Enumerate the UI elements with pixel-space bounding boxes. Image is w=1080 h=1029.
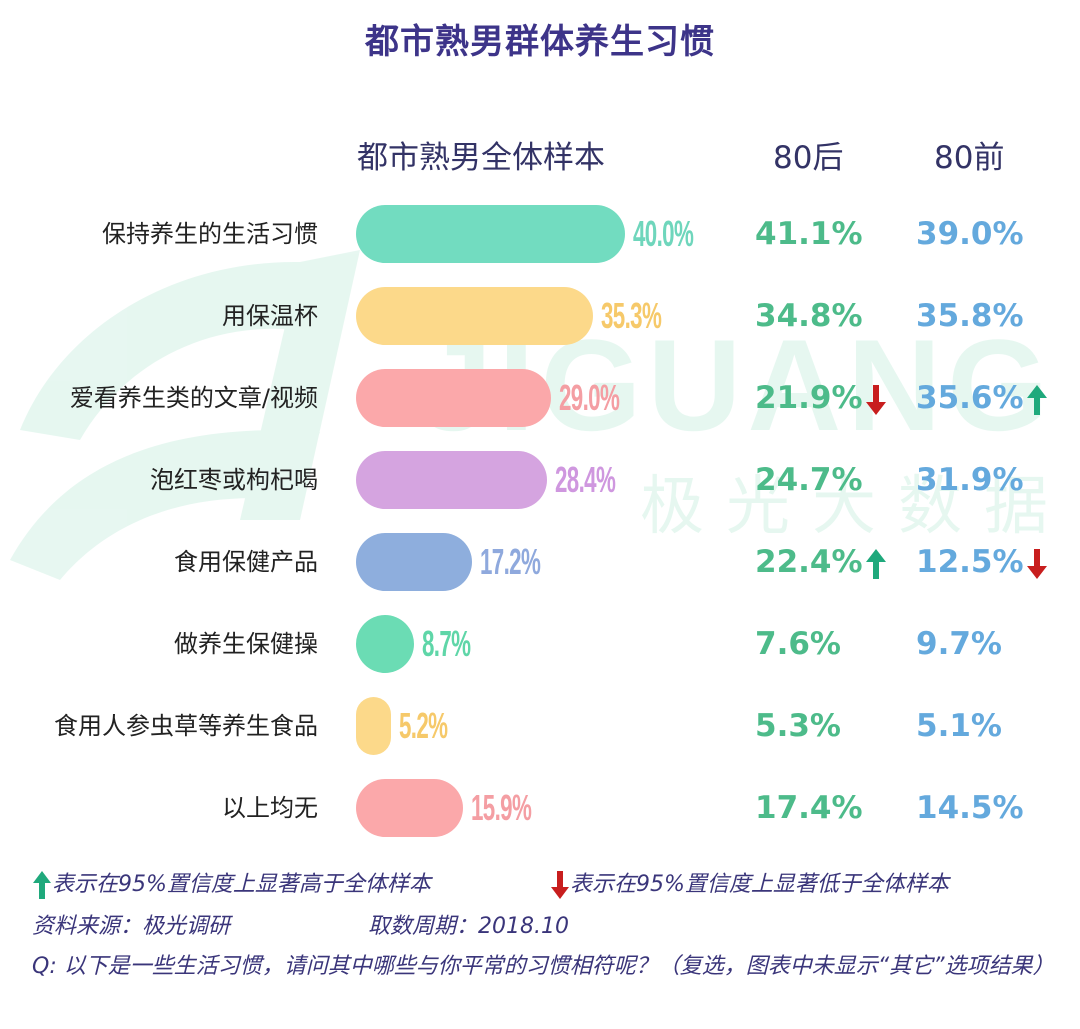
category-label: 食用人参虫草等养生食品: [54, 712, 318, 740]
bar-value-label: 28.4%: [554, 459, 616, 500]
bar-total: [356, 615, 415, 673]
value-80before: 31.9%: [916, 462, 1024, 498]
category-label: 泡红枣或枸杞喝: [150, 466, 318, 494]
legend-up: 表示在95%置信度上显著高于全体样本: [32, 866, 431, 900]
value-80after: 24.7%: [755, 462, 863, 498]
value-80before: 35.8%: [916, 298, 1024, 334]
down-arrow-icon: [1026, 548, 1047, 579]
bar-value-label: 35.3%: [601, 295, 662, 336]
value-80before: 9.7%: [916, 626, 1002, 662]
category-label: 保持养生的生活习惯: [102, 220, 318, 248]
bar-value-label: 8.7%: [422, 623, 471, 664]
bar-total: [356, 205, 625, 263]
bar-total: [356, 697, 391, 755]
category-label: 做养生保健操: [174, 630, 318, 658]
category-label: 爱看养生类的文章/视频: [69, 384, 318, 412]
category-label: 食用保健产品: [174, 548, 318, 576]
value-80after: 22.4%: [755, 542, 887, 582]
value-80before: 5.1%: [916, 708, 1002, 744]
category-label: 以上均无: [222, 794, 318, 822]
value-80after: 5.3%: [755, 708, 841, 744]
value-80after: 7.6%: [755, 626, 841, 662]
up-arrow-icon: [33, 871, 51, 899]
legend-up-text: 表示在95%置信度上显著高于全体样本: [52, 872, 431, 897]
value-80after: 34.8%: [755, 298, 863, 334]
survey-question: Q: 以下是一些生活习惯，请问其中哪些与你平常的习惯相符呢？（复选，图表中未显示…: [32, 954, 1055, 979]
bar-value-label: 29.0%: [558, 377, 620, 418]
value-80before: 14.5%: [916, 790, 1024, 826]
source-label: 资料来源：极光调研: [32, 914, 231, 939]
bar-total: [356, 779, 463, 837]
chart-title: 都市熟男群体养生习惯: [365, 22, 715, 62]
value-80after: 21.9%: [755, 378, 887, 418]
bar-total: [356, 533, 472, 591]
up-arrow-icon: [865, 548, 886, 579]
legend-down: 表示在95%置信度上显著低于全体样本: [550, 866, 949, 900]
value-80before: 35.6%: [916, 378, 1048, 418]
bar-total: [356, 451, 547, 509]
value-80before: 12.5%: [916, 542, 1048, 582]
down-arrow-icon: [865, 384, 886, 415]
column-header-80before: 80前: [934, 140, 1005, 176]
bar-value-label: 5.2%: [398, 705, 448, 746]
bar-value-label: 17.2%: [479, 541, 541, 582]
value-80after: 41.1%: [755, 216, 863, 252]
up-arrow-icon: [1026, 384, 1047, 415]
column-header-total: 都市熟男全体样本: [357, 140, 605, 176]
category-label: 用保温杯: [222, 302, 318, 330]
legend-down-text: 表示在95%置信度上显著低于全体样本: [570, 872, 949, 897]
value-80after: 17.4%: [755, 790, 863, 826]
bar-total: [356, 287, 594, 345]
data-period: 取数周期：2018.10: [368, 914, 569, 939]
value-80before: 39.0%: [916, 216, 1024, 252]
bar-value-label: 40.0%: [632, 213, 694, 254]
bar-total: [356, 369, 551, 427]
bar-value-label: 15.9%: [470, 787, 532, 828]
down-arrow-icon: [551, 871, 569, 899]
column-header-80after: 80后: [773, 140, 844, 176]
